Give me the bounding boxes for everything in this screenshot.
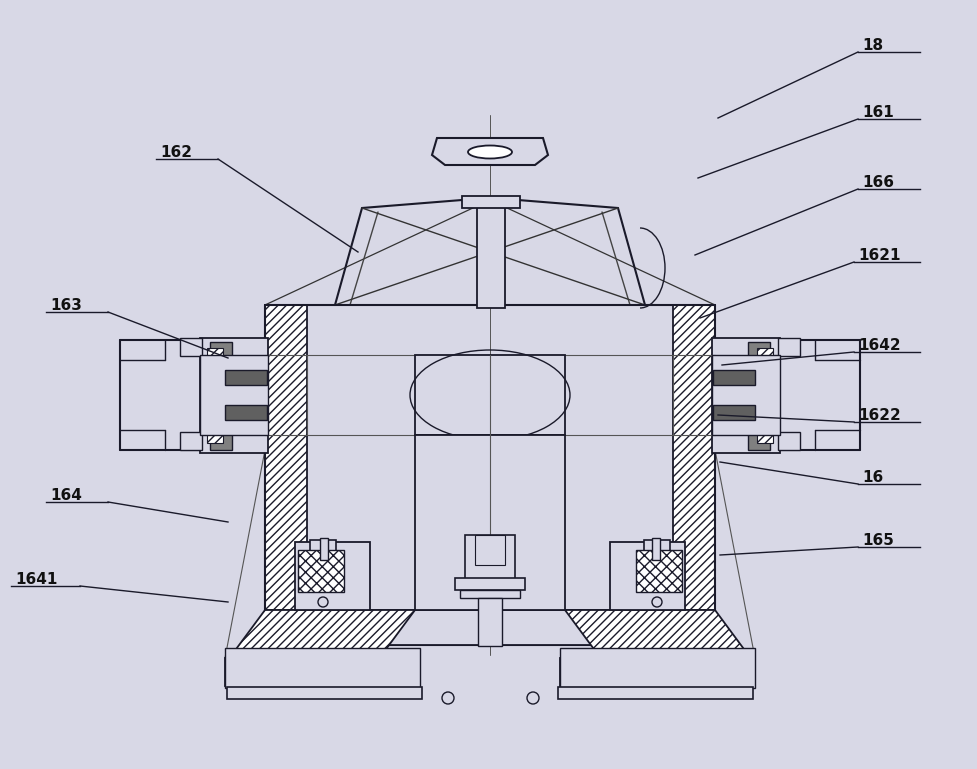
Bar <box>298 550 344 592</box>
Text: 165: 165 <box>862 533 894 548</box>
Bar <box>560 648 755 688</box>
Circle shape <box>442 692 454 704</box>
Bar <box>644 540 670 558</box>
Text: 1621: 1621 <box>858 248 901 263</box>
Bar <box>478 598 502 646</box>
Bar <box>225 648 420 688</box>
Bar <box>415 435 565 610</box>
Bar <box>265 610 715 645</box>
Bar <box>207 348 223 443</box>
Bar <box>310 540 336 558</box>
Text: 1622: 1622 <box>858 408 901 423</box>
Bar <box>295 542 370 610</box>
Bar <box>673 305 715 645</box>
Bar <box>265 305 307 645</box>
Text: 163: 163 <box>50 298 82 313</box>
Text: 166: 166 <box>862 175 894 190</box>
Bar <box>225 658 420 686</box>
Bar <box>455 578 525 590</box>
Ellipse shape <box>468 145 512 158</box>
Bar <box>227 687 422 699</box>
Circle shape <box>527 692 539 704</box>
Bar <box>636 550 682 592</box>
Bar <box>712 355 780 435</box>
Text: 16: 16 <box>862 470 883 485</box>
Text: 162: 162 <box>160 145 192 160</box>
Text: 164: 164 <box>50 488 82 503</box>
Bar <box>610 542 685 610</box>
Bar <box>180 432 202 450</box>
Bar <box>560 658 755 686</box>
Circle shape <box>318 597 328 607</box>
Text: 1641: 1641 <box>15 572 58 587</box>
Bar <box>477 200 505 308</box>
Text: 18: 18 <box>862 38 883 53</box>
Bar <box>748 342 770 450</box>
Bar <box>320 538 328 560</box>
Bar <box>465 535 515 580</box>
Polygon shape <box>228 610 415 660</box>
Bar <box>475 535 505 565</box>
Bar <box>225 405 267 420</box>
Bar <box>713 370 755 385</box>
Bar <box>757 348 773 443</box>
Bar <box>778 338 800 356</box>
Bar <box>180 338 202 356</box>
Text: 1642: 1642 <box>858 338 901 353</box>
Bar <box>713 405 755 420</box>
Circle shape <box>652 597 662 607</box>
Bar <box>210 342 232 450</box>
Bar <box>712 338 780 453</box>
Bar <box>460 590 520 598</box>
Bar <box>225 370 267 385</box>
Polygon shape <box>565 610 752 660</box>
Text: 161: 161 <box>862 105 894 120</box>
Bar <box>462 196 520 208</box>
Bar <box>200 338 268 453</box>
Bar <box>652 538 660 560</box>
Bar <box>415 355 565 435</box>
Bar <box>558 687 753 699</box>
Bar <box>778 432 800 450</box>
Polygon shape <box>432 138 548 165</box>
Bar <box>200 355 268 435</box>
